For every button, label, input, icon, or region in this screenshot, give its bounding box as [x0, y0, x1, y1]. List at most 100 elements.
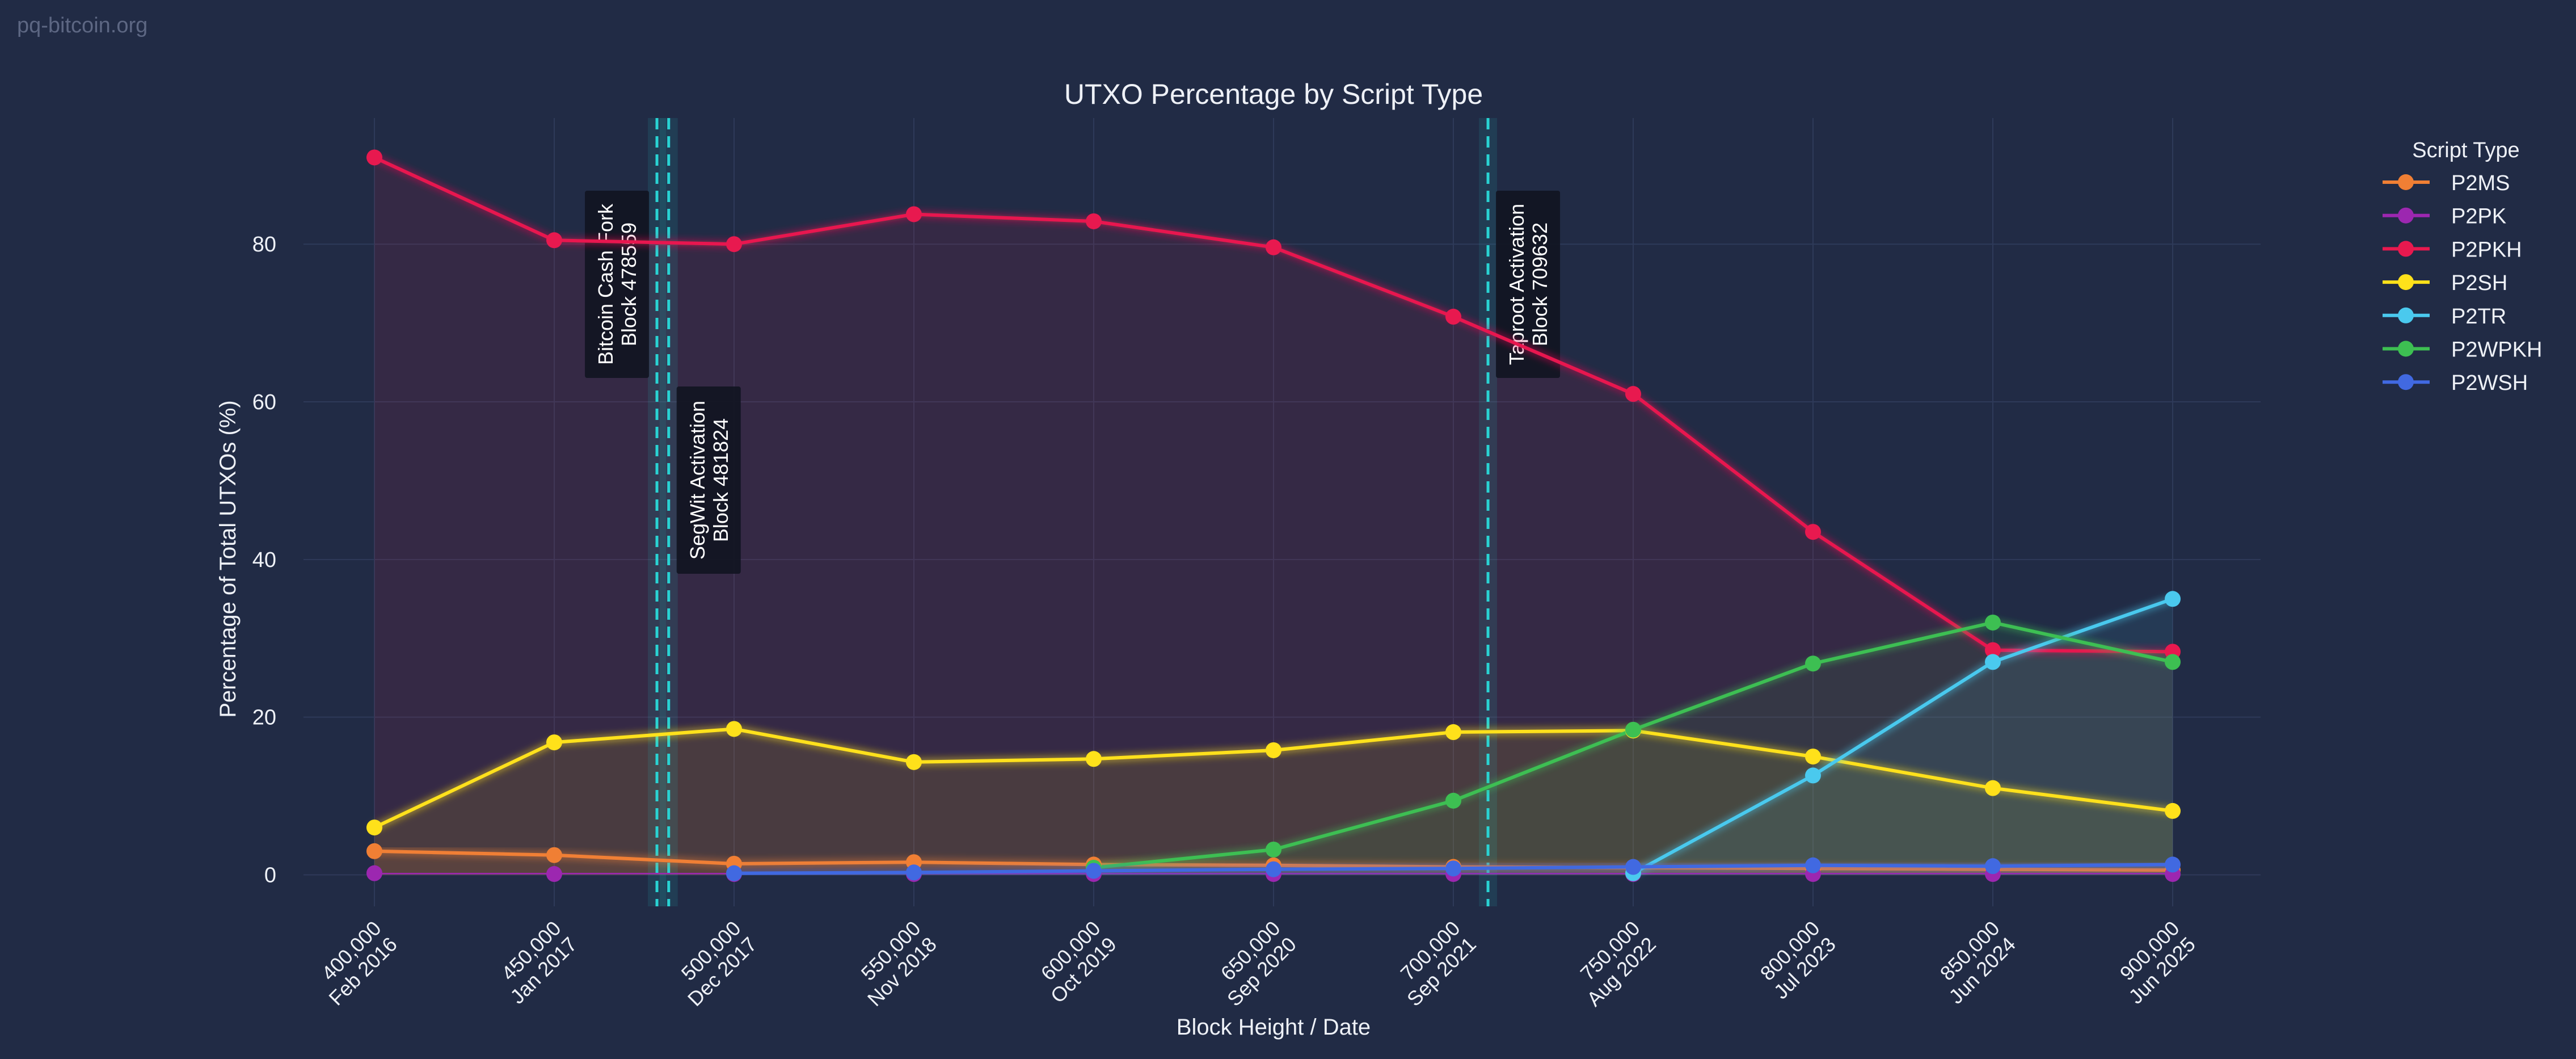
- legend-label: P2SH: [2451, 271, 2507, 295]
- event-label-block: Block 709632: [1528, 222, 1551, 346]
- y-tick-label: 0: [264, 863, 276, 887]
- data-point-p2pkh: [1266, 239, 1281, 255]
- data-point-p2pkh: [546, 232, 562, 249]
- legend-swatch-marker: [2398, 207, 2414, 224]
- y-tick-label: 60: [252, 390, 276, 414]
- legend-item-p2sh: P2SH: [2383, 271, 2507, 295]
- event-label-name: Bitcoin Cash Fork: [594, 203, 617, 365]
- data-point-p2wpkh: [1625, 721, 1641, 738]
- y-axis-label: Percentage of Total UTXOs (%): [216, 400, 241, 718]
- data-point-p2wsh: [1445, 860, 1461, 877]
- legend-swatch-marker: [2398, 374, 2414, 390]
- y-tick-labels: 0 20 40 60 80: [252, 233, 276, 887]
- data-point-p2wsh: [1266, 861, 1281, 877]
- data-point-p2ms: [366, 843, 382, 859]
- data-point-p2wpkh: [2165, 654, 2181, 670]
- legend-swatch-marker: [2398, 341, 2414, 357]
- data-point-p2pkh: [1985, 642, 2001, 658]
- series-line-p2tr: [1631, 597, 2174, 875]
- legend-swatch-marker: [2398, 307, 2414, 323]
- series-area-p2tr: [1633, 599, 2173, 875]
- data-point-p2tr: [1985, 654, 2001, 670]
- event-label-name: SegWit Activation: [686, 401, 709, 560]
- legend-item-p2wsh: P2WSH: [2383, 371, 2528, 395]
- legend-title: Script Type: [2412, 138, 2519, 162]
- data-point-p2sh: [1086, 751, 1102, 767]
- legend-item-p2pk: P2PK: [2383, 205, 2506, 229]
- legend-label: P2WPKH: [2451, 338, 2542, 362]
- data-point-p2wsh: [906, 864, 922, 881]
- data-point-p2wsh: [1805, 857, 1821, 873]
- data-point-p2sh: [546, 734, 562, 751]
- data-point-p2sh: [1445, 724, 1461, 741]
- data-point-p2tr: [2165, 591, 2181, 607]
- data-point-p2sh: [366, 820, 382, 836]
- data-point-p2pkh: [726, 236, 742, 253]
- data-point-p2wsh: [1625, 859, 1641, 875]
- event-label-box: [585, 191, 650, 378]
- data-point-p2wpkh: [1985, 614, 2001, 631]
- data-point-p2ms: [546, 847, 562, 863]
- legend-label: P2PKH: [2451, 238, 2522, 262]
- annotation-layer: Bitcoin Cash Fork Block 478559 SegWit Acti…: [585, 118, 1561, 906]
- data-point-p2wsh: [2165, 856, 2181, 873]
- y-tick-label: 80: [252, 233, 276, 257]
- data-point-p2pkh: [1805, 524, 1821, 540]
- data-point-p2pkh: [906, 206, 922, 222]
- data-point-p2wpkh: [1445, 792, 1461, 809]
- data-point-p2pkh: [1625, 386, 1641, 402]
- legend-item-p2ms: P2MS: [2383, 171, 2510, 195]
- data-point-p2wpkh: [1805, 655, 1821, 672]
- data-point-p2pk: [366, 865, 382, 881]
- legend-swatch-marker: [2398, 174, 2414, 190]
- data-point-p2sh: [726, 721, 742, 737]
- legend-item-p2pkh: P2PKH: [2383, 238, 2522, 262]
- legend-label: P2TR: [2451, 305, 2506, 329]
- event-label-box: [676, 386, 741, 574]
- legend-item-p2tr: P2TR: [2383, 305, 2506, 329]
- event-label-block: Block 481824: [709, 418, 732, 542]
- legend-label: P2MS: [2451, 171, 2510, 195]
- event-label: Taproot Activation Block 709632: [1505, 204, 1551, 365]
- data-point-p2pkh: [1086, 213, 1102, 229]
- y-tick-label: 40: [252, 548, 276, 572]
- chart-title: UTXO Percentage by Script Type: [1064, 78, 1483, 110]
- data-point-p2sh: [1266, 742, 1281, 758]
- legend-swatch-marker: [2398, 274, 2414, 291]
- data-point-p2pkh: [1445, 309, 1461, 325]
- legend-label: P2PK: [2451, 205, 2506, 229]
- legend-item-p2wpkh: P2WPKH: [2383, 338, 2542, 362]
- data-point-p2sh: [1805, 749, 1821, 765]
- data-point-p2pkh: [366, 149, 382, 166]
- data-point-p2wsh: [726, 865, 742, 881]
- data-point-p2sh: [2165, 802, 2181, 819]
- series-area-p2sh: [374, 729, 2173, 875]
- watermark: pq-bitcoin.org: [17, 14, 147, 37]
- event-label-name: Taproot Activation: [1505, 204, 1528, 365]
- point-layer: [366, 149, 2181, 882]
- data-point-p2tr: [1805, 767, 1821, 784]
- data-point-p2wsh: [1985, 858, 2001, 875]
- x-axis-label: Block Height / Date: [1177, 1015, 1371, 1040]
- data-point-p2sh: [1985, 780, 2001, 796]
- series-area-p2wpkh: [1094, 623, 2173, 875]
- legend-items: P2MS P2PK P2PKH P2SH P2TR P2WPKH P2WSH: [2383, 171, 2542, 395]
- legend-swatch-marker: [2398, 241, 2414, 257]
- data-point-p2sh: [906, 754, 922, 770]
- data-point-p2wsh: [1086, 863, 1102, 879]
- event-label: SegWit Activation Block 481824: [686, 401, 732, 560]
- legend-label: P2WSH: [2451, 371, 2528, 395]
- event-label-box: [1496, 191, 1561, 378]
